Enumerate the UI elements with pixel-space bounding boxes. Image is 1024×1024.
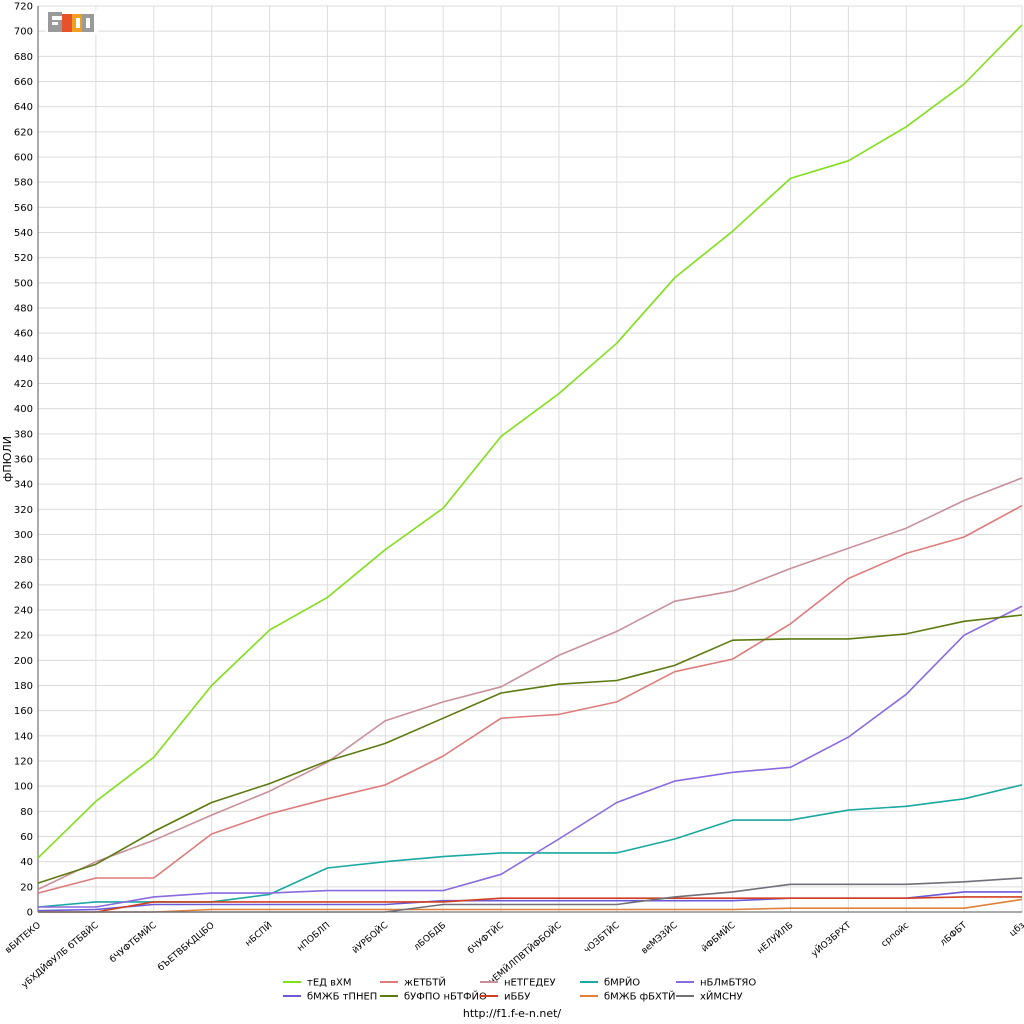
series-line-2: [37, 477, 1023, 891]
y-tick-label: 660: [14, 77, 33, 88]
legend-label: нЕТГЕДЕУ: [504, 978, 556, 989]
y-tick-label: 80: [20, 807, 33, 818]
x-tick-label: вБИТЕКО: [4, 921, 43, 956]
x-tick-label: йУРБОЙС: [350, 919, 391, 956]
y-tick-label: 440: [14, 354, 33, 365]
y-tick-label: 640: [14, 102, 33, 113]
series-line-7: [38, 896, 1022, 913]
legend-item: бМЖБ тПНЕП: [283, 992, 377, 1003]
y-ticks: 0 20 40 60 80 100 120 140 160 180 200 220 240 260 280 3…: [14, 2, 33, 919]
y-tick-label: 560: [14, 203, 33, 214]
y-tick-label: 540: [14, 228, 33, 239]
y-tick-label: 0: [27, 908, 33, 919]
y-tick-label: 60: [20, 832, 33, 843]
y-tick-label: 240: [14, 606, 33, 617]
legend-item: жЕТБТЙ: [380, 976, 446, 989]
logo-icon: [46, 10, 98, 34]
legend-label: бУФПО нБТФЙО: [404, 990, 487, 1003]
series-line-0: [37, 24, 1023, 859]
y-tick-label: 480: [14, 304, 33, 315]
series-line-9: [38, 877, 1023, 913]
legend-label: хЙМСНУ: [700, 990, 743, 1003]
legend-label: иББУ: [504, 992, 530, 1003]
y-tick-label: 460: [14, 329, 33, 340]
x-tick-label: лБФБТ: [939, 920, 970, 948]
legend-item: нЕТГЕДЕУ: [480, 978, 556, 989]
y-tick-label: 720: [14, 2, 33, 13]
x-tick-label: бЧУФТБМЙС: [107, 919, 159, 965]
y-tick-label: 580: [14, 178, 33, 189]
legend-item: хЙМСНУ: [676, 990, 743, 1003]
y-tick-label: 520: [14, 253, 33, 264]
grid: [37, 5, 1023, 913]
y-tick-label: 260: [14, 580, 33, 591]
x-tick-label: веМЭЗЙС: [638, 919, 679, 956]
series-line-3: [37, 784, 1023, 908]
x-tick-label: нПОБЛП: [296, 921, 333, 954]
y-tick-label: 280: [14, 555, 33, 566]
y-tick-label: 140: [14, 731, 33, 742]
series-line-1: [37, 504, 1023, 894]
series-line-8: [38, 898, 1023, 913]
y-tick-label: 220: [14, 631, 33, 642]
y-tick-label: 600: [14, 153, 33, 164]
y-tick-label: 320: [14, 505, 33, 516]
logo: [46, 10, 98, 34]
legend-label: тЕД вХМ: [307, 978, 352, 989]
y-tick-label: 680: [14, 52, 33, 63]
x-tick-label: бЧУФТЙС: [465, 919, 506, 956]
y-tick-label: 620: [14, 127, 33, 138]
y-tick-label: 340: [14, 480, 33, 491]
y-tick-label: 420: [14, 379, 33, 390]
x-tick-label: нБСПЙ: [242, 919, 274, 949]
x-tick-label: бЪЕТВБКДЦБО: [156, 921, 216, 974]
y-tick-label: 40: [20, 857, 33, 868]
y-tick-label: 400: [14, 404, 33, 415]
legend-label: бМЖБ тПНЕП: [307, 992, 377, 1003]
legend: тЕД вХМ жЕТБТЙ нЕТГЕДЕУ бМРЙО нБЛмБТЯО бМЖБ т…: [283, 976, 756, 1003]
legend-label: бМЖБ фБХТЙ: [604, 990, 675, 1003]
series-line-6: [37, 614, 1023, 884]
legend-label: бМРЙО: [604, 976, 640, 989]
x-tick-label: нЕЛУЙЛБ: [754, 919, 795, 956]
footer-url[interactable]: http://f1.f-e-n.net/: [463, 1007, 562, 1020]
legend-item: бМЖБ фБХТЙ: [580, 990, 675, 1003]
y-tick-label: 180: [14, 681, 33, 692]
x-tick-label: чОЗБТЙС: [581, 919, 622, 956]
legend-item: тЕД вХМ: [283, 978, 352, 989]
y-tick-label: 160: [14, 706, 33, 717]
legend-item: нБЛмБТЯО: [676, 978, 756, 989]
x-tick-label: српойс: [880, 921, 912, 950]
y-tick-label: 200: [14, 656, 33, 667]
legend-item: иББУ: [480, 992, 530, 1003]
legend-label: нБЛмБТЯО: [700, 978, 756, 989]
series-line-4: [38, 605, 1023, 908]
legend-item: бМРЙО: [580, 976, 640, 989]
y-axis-label: фПЮЛИ: [1, 436, 14, 482]
y-tick-label: 120: [14, 757, 33, 768]
series-group: [37, 24, 1023, 913]
x-tick-label: цбз: [1008, 921, 1024, 939]
legend-item: бУФПО нБТФЙО: [380, 990, 487, 1003]
y-tick-label: 380: [14, 429, 33, 440]
y-tick-label: 700: [14, 27, 33, 38]
y-tick-label: 500: [14, 278, 33, 289]
legend-label: жЕТБТЙ: [404, 976, 446, 989]
x-tick-label: йФБМЙС: [699, 919, 738, 954]
x-tick-label: уЙОЗБРХТ: [809, 919, 854, 959]
x-tick-label: лБОБДБ: [412, 921, 448, 953]
y-tick-label: 300: [14, 530, 33, 541]
y-tick-label: 20: [20, 882, 33, 893]
y-tick-label: 360: [14, 455, 33, 466]
y-tick-label: 100: [14, 782, 33, 793]
